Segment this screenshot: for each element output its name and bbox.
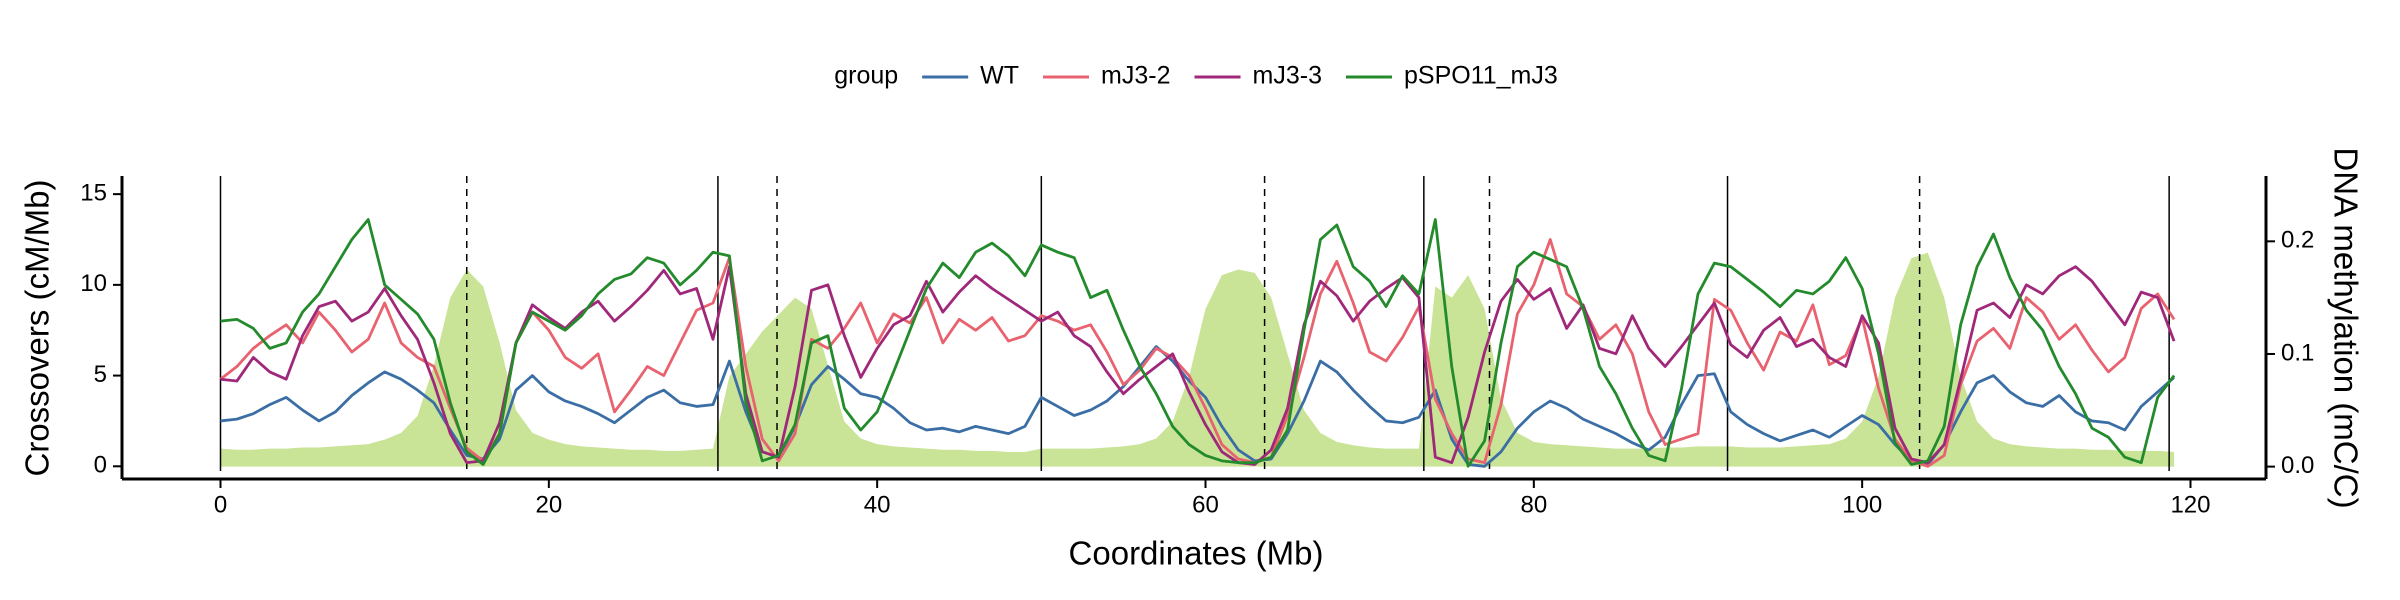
y2-tick-label: 0.0 xyxy=(2281,452,2314,479)
x-tick-label: 60 xyxy=(1192,491,1219,518)
x-tick-label: 20 xyxy=(535,491,562,518)
x-tick-label: 100 xyxy=(1842,491,1882,518)
series-line xyxy=(220,218,2176,468)
legend: group WT mJ3-2 mJ3-3 pSPO11_mJ3 xyxy=(834,62,1558,90)
x-tick-label: 40 xyxy=(864,491,891,518)
x-tick-label: 0 xyxy=(214,491,227,518)
x-axis-title: Coordinates (Mb) xyxy=(1069,535,1324,572)
x-tick-label: 80 xyxy=(1520,491,1547,518)
legend-item: mJ3-2 xyxy=(1043,62,1171,90)
legend-title: group xyxy=(834,62,898,90)
methylation-area xyxy=(220,252,2175,467)
y-tick-label: 15 xyxy=(80,179,107,206)
y2-axis-title: DNA methylation (mC/C) xyxy=(2327,147,2364,508)
legend-label: pSPO11_mJ3 xyxy=(1404,62,1558,90)
y-tick-label: 10 xyxy=(80,270,107,297)
series-line xyxy=(219,238,2176,468)
legend-item: mJ3-3 xyxy=(1194,62,1322,90)
legend-item: pSPO11_mJ3 xyxy=(1345,62,1558,90)
y2-tick-label: 0.1 xyxy=(2281,339,2314,366)
y-tick-label: 0 xyxy=(94,452,107,479)
y-tick-label: 5 xyxy=(94,361,107,388)
y2-tick-label: 0.2 xyxy=(2281,227,2314,254)
legend-label: WT xyxy=(980,62,1019,90)
series-line xyxy=(220,265,2176,466)
legend-item: WT xyxy=(922,62,1019,90)
y-axis-title: Crossovers (cM/Mb) xyxy=(19,179,56,476)
legend-label: mJ3-2 xyxy=(1101,62,1170,90)
x-tick-label: 120 xyxy=(2170,491,2210,518)
legend-label: mJ3-3 xyxy=(1253,62,1322,90)
